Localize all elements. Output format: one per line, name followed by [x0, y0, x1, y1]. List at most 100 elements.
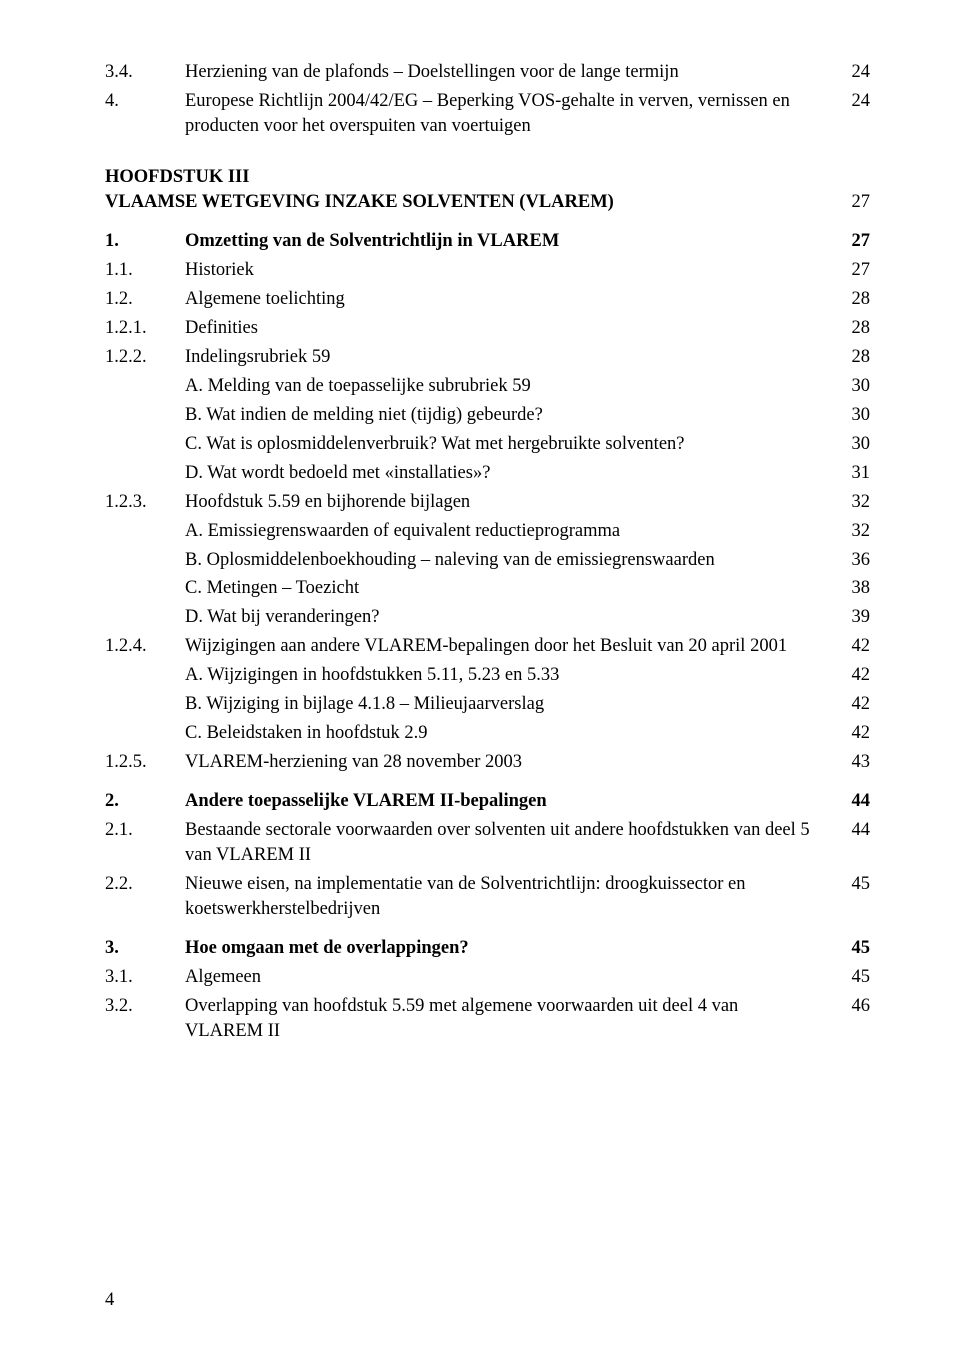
chapter-heading: HOOFDSTUK III VLAAMSE WETGEVING INZAKE S… — [105, 165, 870, 215]
toc-page: 46 — [830, 994, 870, 1019]
toc-num: 1. — [105, 229, 185, 254]
toc-page: 38 — [830, 576, 870, 601]
toc-num: 1.2.4. — [105, 634, 185, 659]
toc-text: VLAREM-herziening van 28 november 2003 — [185, 750, 830, 775]
toc-num: 3. — [105, 936, 185, 961]
toc-subentry: A. Wijzigingen in hoofdstukken 5.11, 5.2… — [105, 663, 870, 688]
toc-page: 30 — [830, 374, 870, 399]
page-number: 4 — [105, 1288, 114, 1313]
toc-page: 42 — [830, 663, 870, 688]
toc-page: 44 — [830, 789, 870, 814]
toc-text: B. Oplosmiddelenboekhouding – naleving v… — [185, 548, 830, 573]
toc-subentry: A. Melding van de toepasselijke subrubri… — [105, 374, 870, 399]
toc-entry: 2. Andere toepasselijke VLAREM II-bepali… — [105, 789, 870, 814]
toc-page: 27 — [830, 190, 870, 215]
toc-page: 45 — [830, 965, 870, 990]
toc-page: 24 — [830, 89, 870, 114]
toc-subentry: C. Beleidstaken in hoofdstuk 2.9 42 — [105, 721, 870, 746]
toc-text: A. Melding van de toepasselijke subrubri… — [185, 374, 830, 399]
chapter-title-2: VLAAMSE WETGEVING INZAKE SOLVENTEN (VLAR… — [105, 190, 830, 215]
toc-text: A. Wijzigingen in hoofdstukken 5.11, 5.2… — [185, 663, 830, 688]
toc-text: Wijzigingen aan andere VLAREM-bepalingen… — [185, 634, 830, 659]
toc-text: Algemene toelichting — [185, 287, 830, 312]
toc-entry: 1.2.3. Hoofdstuk 5.59 en bijhorende bijl… — [105, 490, 870, 515]
toc-page: 42 — [830, 692, 870, 717]
toc-num: 3.2. — [105, 994, 185, 1019]
toc-page: 31 — [830, 461, 870, 486]
toc-text: C. Wat is oplosmiddelenverbruik? Wat met… — [185, 432, 830, 457]
toc-entry: 1.2.1. Definities 28 — [105, 316, 870, 341]
toc-page: 39 — [830, 605, 870, 630]
toc-entry: 4. Europese Richtlijn 2004/42/EG – Beper… — [105, 89, 870, 139]
toc-text: Historiek — [185, 258, 830, 283]
toc-text: B. Wat indien de melding niet (tijdig) g… — [185, 403, 830, 428]
toc-subentry: A. Emissiegrenswaarden of equivalent red… — [105, 519, 870, 544]
toc-entry: 1. Omzetting van de Solventrichtlijn in … — [105, 229, 870, 254]
chapter-title-1: HOOFDSTUK III — [105, 165, 870, 190]
toc-num: 3.1. — [105, 965, 185, 990]
toc-num: 2. — [105, 789, 185, 814]
toc-text: Indelingsrubriek 59 — [185, 345, 830, 370]
toc-subentry: D. Wat wordt bedoeld met «installaties»?… — [105, 461, 870, 486]
toc-text: Europese Richtlijn 2004/42/EG – Beperkin… — [185, 89, 830, 139]
toc-subentry: C. Wat is oplosmiddelenverbruik? Wat met… — [105, 432, 870, 457]
toc-num: 1.1. — [105, 258, 185, 283]
toc-text: B. Wijziging in bijlage 4.1.8 – Milieuja… — [185, 692, 830, 717]
toc-entry: 2.1. Bestaande sectorale voorwaarden ove… — [105, 818, 870, 868]
toc-num: 2.1. — [105, 818, 185, 843]
toc-entry: 1.1. Historiek 27 — [105, 258, 870, 283]
toc-page: 42 — [830, 721, 870, 746]
toc-page: 27 — [830, 229, 870, 254]
toc-num: 1.2.1. — [105, 316, 185, 341]
toc-entry: 1.2. Algemene toelichting 28 — [105, 287, 870, 312]
toc-entry: 1.2.4. Wijzigingen aan andere VLAREM-bep… — [105, 634, 870, 659]
toc-page: 30 — [830, 403, 870, 428]
toc-num: 4. — [105, 89, 185, 114]
toc-page: 28 — [830, 316, 870, 341]
toc-text: Omzetting van de Solventrichtlijn in VLA… — [185, 229, 830, 254]
toc-entry: 2.2. Nieuwe eisen, na implementatie van … — [105, 872, 870, 922]
toc-page: 30 — [830, 432, 870, 457]
toc-subentry: B. Oplosmiddelenboekhouding – naleving v… — [105, 548, 870, 573]
toc-page: 45 — [830, 872, 870, 897]
toc-subentry: B. Wijziging in bijlage 4.1.8 – Milieuja… — [105, 692, 870, 717]
toc-text: Bestaande sectorale voorwaarden over sol… — [185, 818, 830, 868]
toc-subentry: C. Metingen – Toezicht 38 — [105, 576, 870, 601]
toc-text: A. Emissiegrenswaarden of equivalent red… — [185, 519, 830, 544]
toc-num: 1.2.5. — [105, 750, 185, 775]
toc-page: 32 — [830, 490, 870, 515]
toc-page: 36 — [830, 548, 870, 573]
toc-page: 24 — [830, 60, 870, 85]
toc-text: C. Metingen – Toezicht — [185, 576, 830, 601]
toc-num: 1.2.3. — [105, 490, 185, 515]
toc-page: 44 — [830, 818, 870, 843]
toc-text: Herziening van de plafonds – Doelstellin… — [185, 60, 830, 85]
toc-entry: 3.2. Overlapping van hoofdstuk 5.59 met … — [105, 994, 870, 1044]
toc-num: 1.2.2. — [105, 345, 185, 370]
toc-text: Hoe omgaan met de overlappingen? — [185, 936, 830, 961]
toc-text: D. Wat bij veranderingen? — [185, 605, 830, 630]
toc-text: Definities — [185, 316, 830, 341]
toc-text: C. Beleidstaken in hoofdstuk 2.9 — [185, 721, 830, 746]
toc-num: 1.2. — [105, 287, 185, 312]
toc-text: Andere toepasselijke VLAREM II-bepalinge… — [185, 789, 830, 814]
toc-subentry: D. Wat bij veranderingen? 39 — [105, 605, 870, 630]
toc-page: 43 — [830, 750, 870, 775]
toc-subentry: B. Wat indien de melding niet (tijdig) g… — [105, 403, 870, 428]
toc-text: Nieuwe eisen, na implementatie van de So… — [185, 872, 830, 922]
toc-entry: 3.1. Algemeen 45 — [105, 965, 870, 990]
toc-entry: 1.2.5. VLAREM-herziening van 28 november… — [105, 750, 870, 775]
toc-page: 28 — [830, 287, 870, 312]
toc-num: 2.2. — [105, 872, 185, 897]
toc-entry: 3.4. Herziening van de plafonds – Doelst… — [105, 60, 870, 85]
toc-page: 42 — [830, 634, 870, 659]
toc-num: 3.4. — [105, 60, 185, 85]
toc-page: 45 — [830, 936, 870, 961]
toc-text: Overlapping van hoofdstuk 5.59 met algem… — [185, 994, 830, 1044]
toc-text: D. Wat wordt bedoeld met «installaties»? — [185, 461, 830, 486]
toc-entry: 1.2.2. Indelingsrubriek 59 28 — [105, 345, 870, 370]
toc-page: 28 — [830, 345, 870, 370]
toc-entry: 3. Hoe omgaan met de overlappingen? 45 — [105, 936, 870, 961]
toc-page: 27 — [830, 258, 870, 283]
toc-text: Algemeen — [185, 965, 830, 990]
